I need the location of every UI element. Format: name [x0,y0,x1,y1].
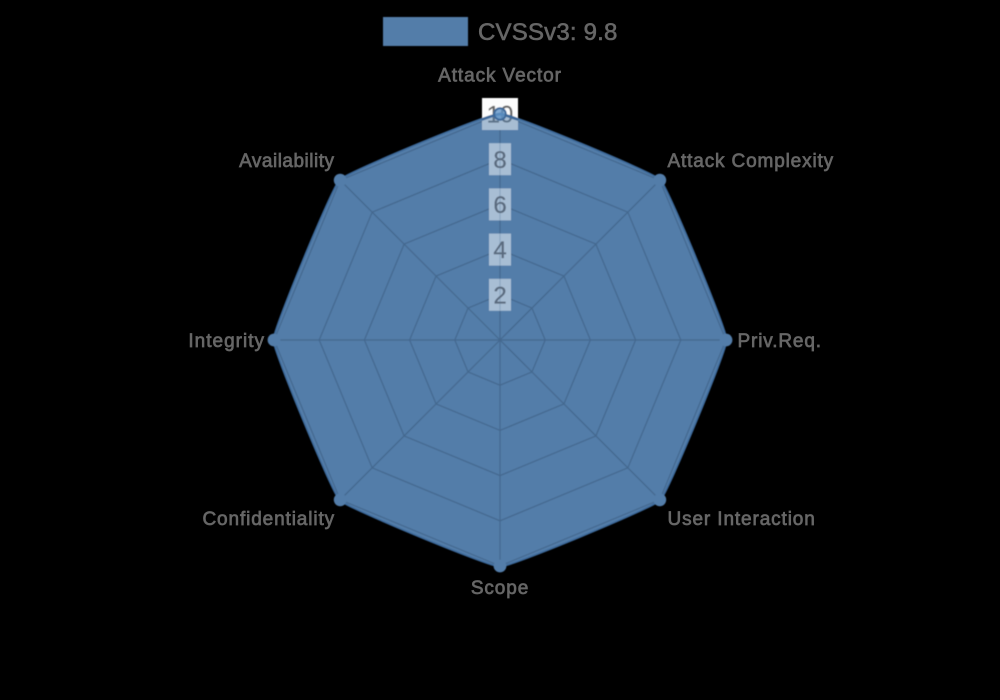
svg-text:Attack Complexity: Attack Complexity [668,151,835,172]
svg-text:6: 6 [493,192,506,219]
svg-text:Integrity: Integrity [188,331,265,352]
svg-text:CVSSv3: 9.8: CVSSv3: 9.8 [478,19,618,46]
svg-text:User Interaction: User Interaction [668,509,816,530]
svg-text:Priv.Req.: Priv.Req. [738,331,822,352]
svg-text:Attack Vector: Attack Vector [438,66,562,87]
svg-text:Availability: Availability [239,151,334,172]
svg-text:Confidentiality: Confidentiality [202,509,335,530]
svg-text:4: 4 [493,237,506,264]
svg-text:2: 2 [493,282,506,309]
svg-text:8: 8 [493,147,506,174]
svg-text:Scope: Scope [471,578,529,599]
